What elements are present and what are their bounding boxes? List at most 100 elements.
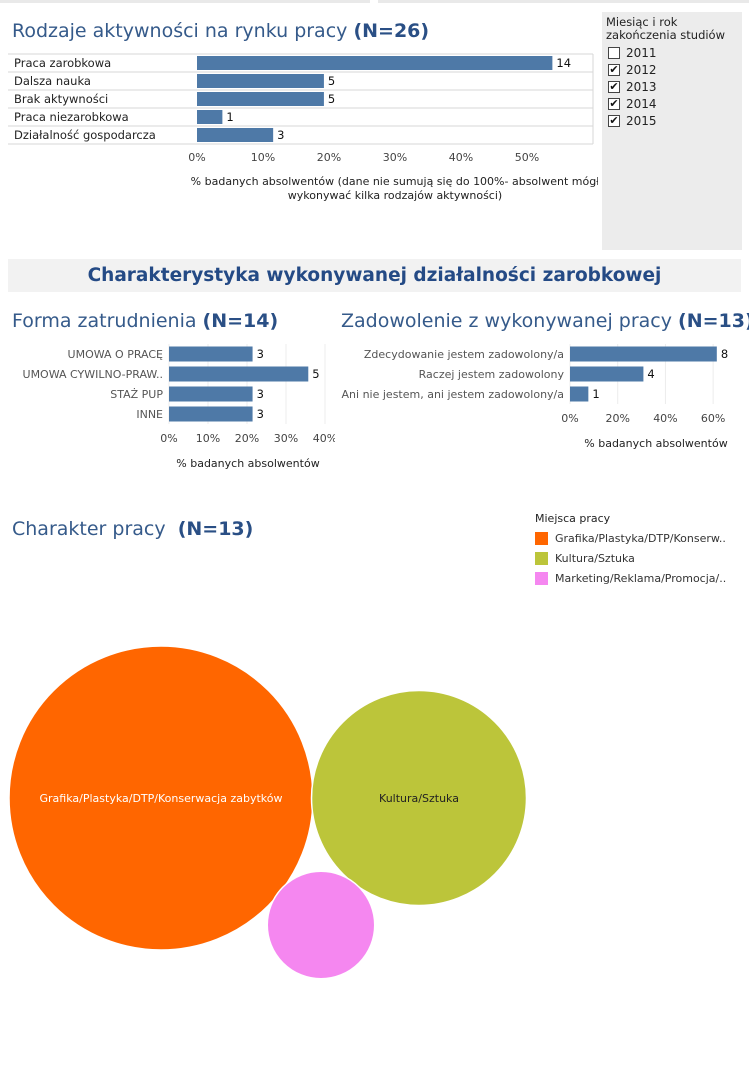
legend-label: Marketing/Reklama/Promocja/.. — [555, 571, 727, 585]
workplace-legend: Miejsca pracy Grafika/Plastyka/DTP/Konse… — [535, 512, 745, 588]
x-tick-label: 10% — [196, 432, 220, 445]
category-label: Działalność gospodarcza — [14, 128, 156, 142]
category-label: Praca zarobkowa — [14, 56, 111, 70]
bar — [197, 56, 553, 70]
category-label: Zdecydowanie jestem zadowolony/a — [364, 348, 564, 361]
category-label: Brak aktywności — [14, 92, 108, 106]
value-label: 1 — [592, 387, 599, 401]
legend-label: Grafika/Plastyka/DTP/Konserw.. — [555, 531, 726, 545]
x-tick-label: 30% — [274, 432, 298, 445]
x-tick-label: 0% — [188, 151, 205, 164]
filter-options: 2011 ✔ 2012 ✔ 2013 ✔ 2014 ✔ 2015 — [608, 44, 742, 129]
bar — [570, 366, 644, 382]
legend-item[interactable]: Grafika/Plastyka/DTP/Konserw.. — [535, 528, 745, 548]
category-label: UMOWA O PRACĘ — [68, 348, 163, 361]
x-tick-label: 30% — [383, 151, 407, 164]
character-title-text: Charakter pracy — [12, 518, 166, 540]
activities-title: Rodzaje aktywności na rynku pracy (N=26) — [12, 20, 429, 42]
value-label: 3 — [257, 347, 264, 361]
x-tick-label: 40% — [653, 412, 677, 425]
filter-title: Miesiąc i rok zakończenia studiów — [606, 16, 742, 42]
bubble-label: Grafika/Plastyka/DTP/Konserwacja zabytkó… — [40, 792, 283, 805]
value-label: 5 — [328, 74, 335, 88]
legend-swatch — [535, 571, 548, 585]
activities-title-text: Rodzaje aktywności na rynku pracy — [12, 20, 348, 42]
x-tick-label: 50% — [515, 151, 539, 164]
bar — [169, 386, 253, 402]
value-label: 8 — [721, 347, 728, 361]
activities-chart: 0% 10% 20% 30% 40% 50% Praca zarobkowa 14 Dalsza… — [8, 53, 598, 202]
x-tick-label: 0% — [561, 412, 578, 425]
year-filter-panel: Miesiąc i rok zakończenia studiów 2011 ✔ 2… — [602, 12, 742, 250]
value-label: 3 — [257, 387, 264, 401]
legend-label: Kultura/Sztuka — [555, 551, 635, 565]
checkbox-icon[interactable]: ✔ — [608, 79, 620, 93]
bar — [197, 110, 223, 124]
value-label: 4 — [647, 367, 654, 381]
x-tick-label: 20% — [235, 432, 259, 445]
x-tick-label: 20% — [317, 151, 341, 164]
checkbox-icon[interactable]: ✔ — [608, 62, 620, 76]
legend-swatch — [535, 551, 548, 565]
filter-option-label: 2014 — [626, 96, 657, 111]
legend-item[interactable]: Marketing/Reklama/Promocja/.. — [535, 568, 745, 588]
legend-items: Grafika/Plastyka/DTP/Konserw.. Kultura/Sz… — [535, 528, 745, 588]
character-title: Charakter pracy (N=13) — [12, 518, 253, 540]
category-label: Dalsza nauka — [14, 74, 91, 88]
x-tick-label: 60% — [701, 412, 725, 425]
filter-option-label: 2012 — [626, 62, 657, 77]
satisfaction-title: Zadowolenie z wykonywanej pracy (N=13) — [341, 310, 749, 332]
filter-option-2014[interactable]: ✔ 2014 — [608, 95, 742, 112]
x-axis-label-line1: % badanych absolwentów (dane nie sumują … — [191, 175, 598, 188]
filter-title-line1: Miesiąc i rok — [606, 15, 678, 29]
employment-n: (N=14) — [202, 310, 279, 332]
value-label: 1 — [226, 110, 233, 124]
filter-option-2013[interactable]: ✔ 2013 — [608, 78, 742, 95]
checkbox-icon[interactable]: ✔ — [608, 113, 620, 127]
category-label: UMOWA CYWILNO-PRAW.. — [23, 368, 163, 381]
top-strip-left — [0, 0, 370, 3]
employment-title-text: Forma zatrudnienia — [12, 310, 197, 332]
satisfaction-n: (N=13) — [678, 310, 749, 332]
category-label: INNE — [136, 408, 163, 421]
legend-title: Miejsca pracy — [535, 512, 611, 525]
x-tick-label: 0% — [160, 432, 177, 445]
value-label: 5 — [312, 367, 319, 381]
bar — [197, 92, 324, 106]
satisfaction-title-text: Zadowolenie z wykonywanej pracy — [341, 310, 672, 332]
x-axis-label: % badanych absolwentów — [176, 457, 319, 470]
category-label: Praca niezarobkowa — [14, 110, 129, 124]
employment-chart: 0% 10% 20% 30% 40% UMOWA O PRACĘ 3 UMOWA CYWILN… — [23, 344, 335, 470]
category-label: STAŻ PUP — [110, 388, 163, 401]
x-tick-label: 10% — [251, 151, 275, 164]
section-banner: Charakterystyka wykonywanej działalności… — [8, 259, 741, 292]
legend-item[interactable]: Kultura/Sztuka — [535, 548, 745, 568]
checkbox-icon[interactable]: ✔ — [608, 96, 620, 110]
bar — [169, 346, 253, 362]
bar — [169, 366, 309, 382]
category-label: Ani nie jestem, ani jestem zadowolony/a — [342, 388, 564, 401]
satisfaction-chart: 0% 20% 40% 60% Zdecydowanie jestem zadowolon… — [342, 344, 728, 450]
checkbox-icon[interactable] — [608, 46, 620, 59]
filter-option-2015[interactable]: ✔ 2015 — [608, 112, 742, 129]
filter-option-2012[interactable]: ✔ 2012 — [608, 61, 742, 78]
filter-option-2011[interactable]: 2011 — [608, 44, 742, 61]
value-label: 3 — [257, 407, 264, 421]
activities-n: (N=26) — [353, 20, 430, 42]
bubble — [310, 689, 528, 907]
x-axis-label: % badanych absolwentów — [584, 437, 727, 450]
bar — [570, 346, 717, 362]
top-strip-right — [378, 0, 749, 3]
filter-option-label: 2015 — [626, 113, 657, 128]
bubble — [266, 870, 376, 980]
filter-option-label: 2011 — [626, 45, 657, 60]
bubble-label: Kultura/Sztuka — [379, 792, 459, 805]
x-axis-label-line2: wykonywać kilka rodzajów aktywności) — [288, 189, 502, 202]
value-label: 5 — [328, 92, 335, 106]
filter-title-line2: zakończenia studiów — [606, 28, 726, 42]
bar — [169, 406, 253, 422]
category-label: Raczej jestem zadowolony — [419, 368, 565, 381]
value-label: 3 — [277, 128, 284, 142]
bar — [197, 74, 324, 88]
filter-option-label: 2013 — [626, 79, 657, 94]
